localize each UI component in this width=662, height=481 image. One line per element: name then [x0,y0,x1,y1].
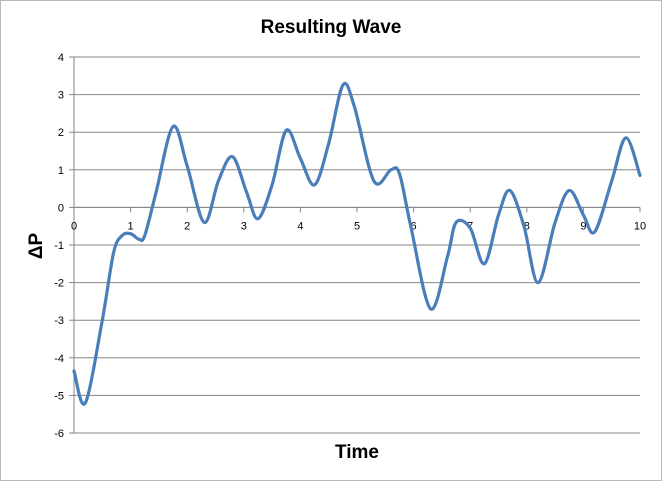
y-tick-label: -5 [54,390,64,402]
x-tick-label: 6 [411,220,417,232]
chart-title: Resulting Wave [261,17,402,38]
y-tick-label: 0 [58,202,64,214]
x-tick-label: 4 [297,220,303,232]
x-tick-label: 5 [354,220,360,232]
y-tick-label: 3 [58,90,64,102]
y-tick-label: 1 [58,165,64,177]
y-tick-label: 2 [58,127,64,139]
x-tick-labels: 0 1 2 3 4 5 6 7 8 9 10 [71,220,646,232]
y-tick-label: -3 [54,315,64,327]
x-tick-label: 0 [71,220,77,232]
x-axis-title: Time [335,442,379,463]
y-axis-title: ΔP [26,233,47,260]
x-tick-label: 10 [634,220,646,232]
y-tick-label: 4 [58,52,64,64]
y-tick-label: -6 [54,428,64,440]
x-tick-label: 9 [580,220,586,232]
y-tick-labels: 4 3 2 1 0 -1 -2 -3 -4 -5 -6 [54,52,64,440]
y-tick-label: -4 [54,353,64,365]
x-tick-label: 2 [184,220,190,232]
y-tick-label: -1 [54,240,64,252]
gridlines [69,56,641,434]
y-tick-label: -2 [54,278,64,290]
x-tick-label: 1 [128,220,134,232]
series-line [72,81,642,406]
x-tick-label: 3 [241,220,247,232]
x-tick-label: 8 [524,220,530,232]
